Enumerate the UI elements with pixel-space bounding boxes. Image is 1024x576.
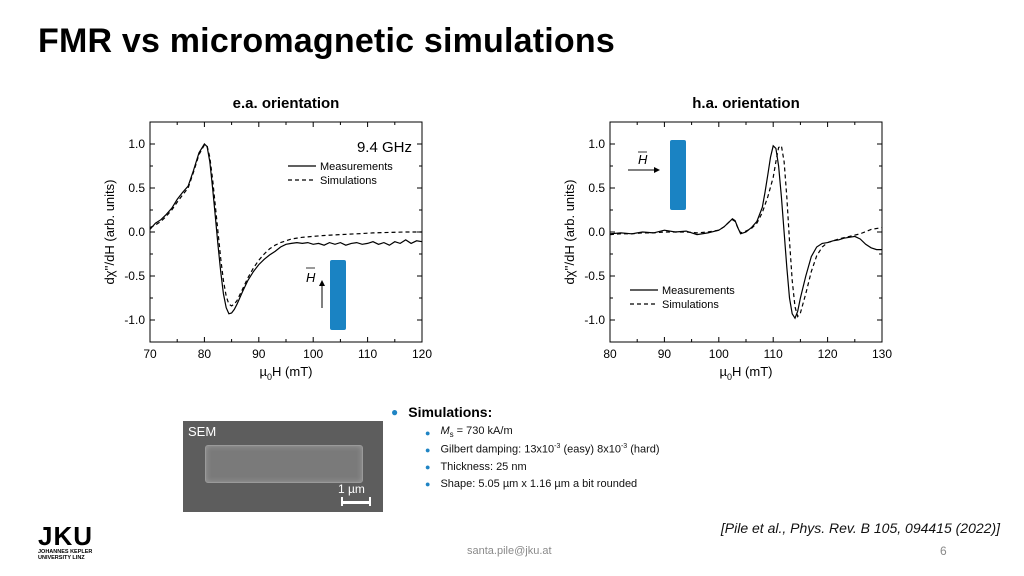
y-tick-label: -1.0: [584, 313, 605, 327]
bullet-icon: ●: [391, 405, 399, 419]
sample-bar: [670, 140, 686, 210]
sem-image: SEM 1 µm: [183, 421, 383, 512]
x-tick-label: 120: [412, 347, 432, 361]
sem-label: SEM: [188, 424, 217, 439]
list-item: ● Shape: 5.05 µm x 1.16 µm a bit rounded: [425, 475, 660, 492]
chart-title: h.a. orientation: [692, 95, 800, 112]
list-item-text: Shape: 5.05 µm x 1.16 µm a bit rounded: [440, 477, 638, 490]
list-item: ● Ms = 730 kA/m: [425, 424, 660, 441]
legend-label: Measurements: [320, 161, 393, 173]
y-axis-label: dχ''/dH (arb. units): [102, 180, 117, 285]
y-axis-label: dχ''/dH (arb. units): [562, 180, 577, 285]
bullet-icon: ●: [425, 427, 431, 438]
x-tick-label: 120: [818, 347, 838, 361]
slide-title: FMR vs micromagnetic simulations: [38, 22, 615, 60]
jku-logo-line1: JOHANNES KEPLER: [38, 549, 93, 555]
sem-scale-tick-left: [341, 497, 343, 506]
chart-title: e.a. orientation: [233, 95, 340, 112]
citation: [Pile et al., Phys. Rev. B 105, 094415 (…: [720, 520, 1000, 536]
sem-scale-bar: [341, 501, 371, 504]
list-item: ● Thickness: 25 nm: [425, 458, 660, 475]
x-tick-label: 80: [198, 347, 212, 361]
bullet-icon: ●: [425, 444, 431, 455]
list-item: ● Gilbert damping: 13x10-3 (easy) 8x10-3…: [425, 441, 660, 458]
x-tick-label: 110: [764, 347, 783, 361]
field-label: H: [638, 152, 648, 167]
series-line-simulations: [609, 144, 883, 318]
x-tick-label: 70: [143, 347, 157, 361]
x-tick-label: 100: [303, 347, 323, 361]
simulations-items: ● Ms = 730 kA/m ● Gilbert damping: 13x10…: [391, 424, 660, 492]
chart-ea-svg: e.a. orientation 70 80 90 100 110 120 1.0 0.5 0.0…: [102, 95, 432, 382]
page-number: 6: [940, 544, 947, 558]
sem-scale-tick-right: [369, 497, 371, 506]
y-tick-label: -0.5: [124, 269, 145, 283]
sample-bar: [330, 260, 346, 330]
y-tick-label: 0.0: [588, 225, 605, 239]
jku-logo-mark: JKU: [38, 521, 94, 551]
y-tick-label: -1.0: [124, 313, 145, 327]
sem-scale-label: 1 µm: [338, 482, 365, 496]
legend-label: Simulations: [662, 299, 719, 311]
y-tick-label: -0.5: [584, 269, 605, 283]
jku-logo-line2: UNIVERSITY LINZ: [38, 555, 85, 561]
arrow-head-icon: [319, 280, 325, 286]
legend-label: Simulations: [320, 175, 377, 187]
x-tick-label: 90: [658, 347, 672, 361]
frequency-annotation: 9.4 GHz: [357, 139, 412, 156]
x-tick-label: 130: [872, 347, 892, 361]
x-tick-label: 110: [358, 347, 377, 361]
chart-ha-svg: h.a. orientation 80 90 100 110 120 130 1.0 0.5 0.…: [562, 95, 892, 382]
jku-logo: JKU JOHANNES KEPLER UNIVERSITY LINZ: [38, 523, 93, 561]
field-label: H: [306, 270, 316, 285]
chart-ea-orientation: e.a. orientation 70 80 90 100 110 120 1.0 0.5 0.0…: [100, 90, 440, 390]
y-tick-label: 0.5: [128, 181, 145, 195]
y-tick-label: 0.0: [128, 225, 145, 239]
footer-email: santa.pile@jku.at: [467, 545, 552, 557]
legend-label: Measurements: [662, 285, 735, 297]
x-tick-label: 90: [252, 347, 266, 361]
chart-ha-orientation: h.a. orientation 80 90 100 110 120 130 1.0 0.5 0.…: [560, 90, 900, 390]
bullet-icon: ●: [425, 478, 431, 489]
y-tick-label: 0.5: [588, 181, 605, 195]
y-tick-label: 1.0: [128, 137, 145, 151]
x-axis-label: µ0H (mT): [720, 364, 773, 382]
y-tick-label: 1.0: [588, 137, 605, 151]
bullet-icon: ●: [425, 461, 431, 472]
list-item-text: Ms = 730 kA/m: [440, 425, 513, 440]
simulations-list: ● Simulations: ● Ms = 730 kA/m ● Gilbert…: [391, 404, 660, 492]
x-tick-label: 100: [709, 347, 729, 361]
series-line-measurements: [149, 143, 423, 315]
simulations-heading-row: ● Simulations:: [391, 404, 660, 420]
list-item-text: Gilbert damping: 13x10-3 (easy) 8x10-3 (…: [440, 443, 660, 456]
sem-sample-bar: [205, 445, 363, 483]
simulations-heading: Simulations:: [408, 404, 493, 420]
x-axis-label: µ0H (mT): [260, 364, 313, 382]
list-item-text: Thickness: 25 nm: [440, 460, 527, 473]
x-tick-label: 80: [603, 347, 617, 361]
arrow-head-icon: [654, 167, 660, 173]
series-line-simulations: [149, 144, 422, 307]
series-line-measurements: [609, 144, 882, 320]
